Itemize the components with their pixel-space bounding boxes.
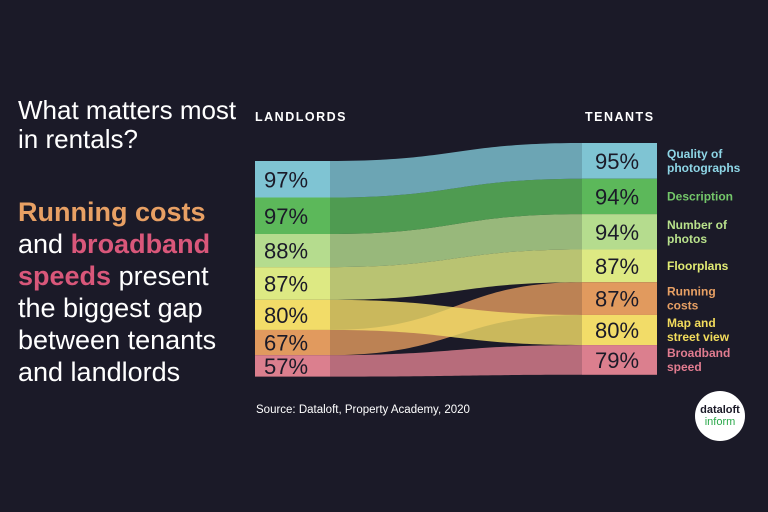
category-label-broadband-speed: Broadband speed: [667, 346, 730, 374]
tenant-value-description: 94%: [595, 184, 639, 209]
subhead-rest: present the biggest gap between tenants …: [18, 261, 217, 387]
landlord-bar-running-costs: [255, 329, 330, 356]
category-label-number-of-photos: Number of photos: [667, 218, 728, 246]
landlord-value-map-and-street-view: 80%: [264, 303, 308, 328]
subhead: Running costs and broadband speeds prese…: [18, 196, 248, 388]
landlords-column-header: LANDLORDS: [255, 110, 347, 124]
tenant-value-quality-of-photographs: 95%: [595, 149, 639, 174]
tenant-value-number-of-photos: 94%: [595, 220, 639, 245]
landlord-bar-number-of-photos: [255, 234, 330, 268]
subhead-and: and: [18, 229, 71, 259]
tenant-bar-running-costs: [582, 282, 657, 315]
tenants-column-header: TENANTS: [585, 110, 655, 124]
dataloft-logo: dataloft inform: [695, 391, 745, 441]
ribbon-floorplans: [330, 249, 582, 300]
tenant-bar-broadband-speed: [582, 345, 657, 375]
logo-line1: dataloft: [700, 404, 740, 416]
landlord-bar-broadband-speed: [255, 355, 330, 377]
logo-line2: inform: [704, 416, 736, 428]
landlord-bar-description: [255, 197, 330, 234]
subhead-running-costs: Running costs: [18, 197, 206, 227]
ribbon-number-of-photos: [330, 214, 582, 268]
tenant-value-broadband-speed: 79%: [595, 348, 639, 373]
landlord-value-quality-of-photographs: 97%: [264, 167, 308, 192]
tenant-value-map-and-street-view: 80%: [595, 318, 639, 343]
landlord-bar-floorplans: [255, 267, 330, 300]
ribbon-map-and-street-view: [330, 299, 582, 346]
category-label-quality-of-photographs: Quality of photographs: [667, 147, 741, 175]
landlord-value-number-of-photos: 88%: [264, 239, 308, 264]
tenant-bar-quality-of-photographs: [582, 143, 657, 179]
landlord-value-description: 97%: [264, 204, 308, 229]
landlord-value-running-costs: 67%: [264, 331, 308, 356]
ribbon-quality-of-photographs: [330, 143, 582, 198]
landlord-bar-quality-of-photographs: [255, 161, 330, 198]
headline: What matters most in rentals?: [18, 95, 237, 154]
category-label-description: Description: [667, 189, 733, 203]
source-note: Source: Dataloft, Property Academy, 2020: [256, 404, 470, 416]
tenant-value-running-costs: 87%: [595, 287, 639, 312]
category-label-floorplans: Floorplans: [667, 259, 729, 273]
landlord-value-floorplans: 87%: [264, 271, 308, 296]
ribbon-description: [330, 178, 582, 234]
ribbon-broadband-speed: [330, 345, 582, 377]
tenant-value-floorplans: 87%: [595, 254, 639, 279]
subhead-broadband-speeds: broadband speeds: [18, 229, 211, 291]
tenant-bar-map-and-street-view: [582, 314, 657, 346]
tenant-bar-number-of-photos: [582, 214, 657, 250]
landlord-value-broadband-speed: 57%: [264, 354, 308, 379]
tenant-bar-description: [582, 178, 657, 215]
category-label-running-costs: Running costs: [667, 285, 716, 313]
tenant-bar-floorplans: [582, 249, 657, 283]
landlord-bar-map-and-street-view: [255, 299, 330, 330]
category-label-map-and-street-view: Map and street view: [667, 316, 730, 344]
